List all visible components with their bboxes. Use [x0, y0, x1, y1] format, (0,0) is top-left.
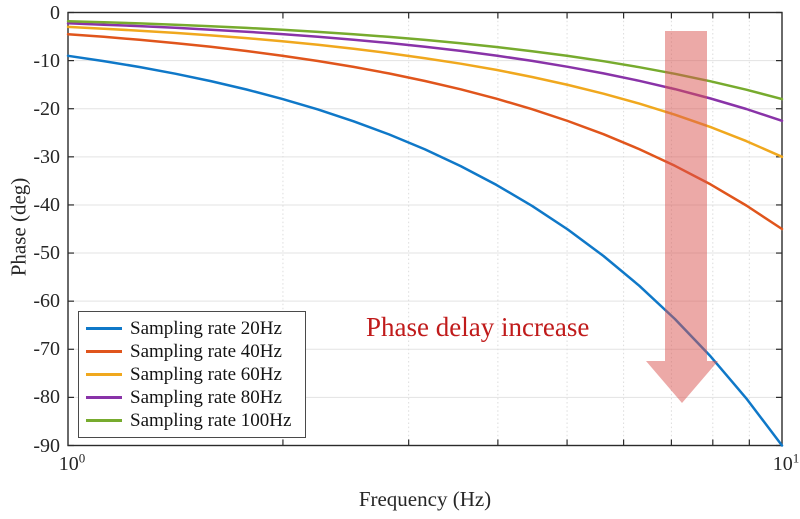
x-tick-label: 100: [58, 450, 86, 475]
y-tick-label: -80: [33, 386, 60, 409]
legend-line-swatch: [86, 396, 122, 399]
legend-row: Sampling rate 40Hz: [86, 340, 301, 363]
legend-line-swatch: [86, 373, 122, 376]
y-tick-label: -20: [33, 97, 60, 120]
legend-row: Sampling rate 60Hz: [86, 363, 301, 386]
legend-box: Sampling rate 20Hz Sampling rate 40Hz Samp…: [78, 311, 306, 438]
annotation-text: Phase delay increase: [366, 312, 590, 342]
legend-label: Sampling rate 100Hz: [130, 410, 292, 431]
legend-line-swatch: [86, 350, 122, 353]
y-tick-label: -50: [33, 242, 60, 265]
series-line: [66, 25, 784, 159]
y-tick-label: -40: [33, 193, 60, 216]
y-tick-label: -30: [33, 145, 60, 168]
phase-delay-arrow-icon: [646, 31, 718, 403]
series-line: [66, 19, 784, 101]
legend-row: Sampling rate 100Hz: [86, 409, 301, 432]
y-tick-label: 0: [50, 1, 60, 24]
y-tick-label: -60: [33, 290, 60, 313]
series-line: [66, 32, 784, 231]
y-tick-label: -10: [33, 49, 60, 72]
series-line: [66, 22, 784, 123]
legend-row: Sampling rate 80Hz: [86, 386, 301, 409]
legend-label: Sampling rate 20Hz: [130, 318, 282, 339]
legend-row: Sampling rate 20Hz: [86, 317, 301, 340]
x-tick-label: 101: [772, 450, 800, 475]
legend-label: Sampling rate 40Hz: [130, 341, 282, 362]
x-axis-label: Frequency (Hz): [358, 487, 492, 511]
legend-label: Sampling rate 80Hz: [130, 387, 282, 408]
series-line: [66, 54, 784, 447]
y-tick-label: -70: [33, 338, 60, 361]
legend-line-swatch: [86, 327, 122, 330]
legend-line-swatch: [86, 419, 122, 422]
legend-label: Sampling rate 60Hz: [130, 364, 282, 385]
y-tick-label: -90: [33, 434, 60, 457]
